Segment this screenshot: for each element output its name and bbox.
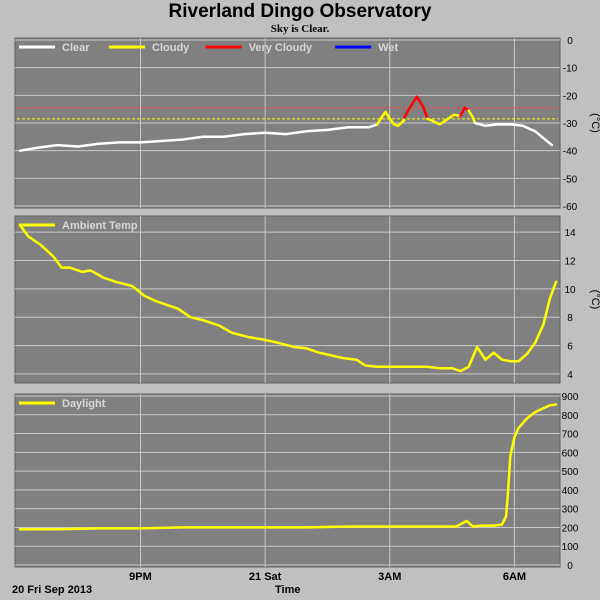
series-ambient-0 (18, 223, 552, 373)
ytick-sky-6: -60 (563, 202, 578, 213)
ytick-ambient-1: 6 (567, 342, 573, 353)
xtick-label-3: 6AM (503, 571, 526, 583)
ytick-sky-5: -50 (563, 174, 578, 185)
series-sky-2 (403, 95, 429, 119)
chart-title: Riverland Dingo Observatory (168, 1, 432, 22)
xtick-label-0: 9PM (129, 571, 152, 583)
date-label: 20 Fri Sep 2013 (12, 584, 93, 596)
legend-label-daylight-0: Daylight (62, 398, 106, 410)
ytick-sky-2: -20 (563, 91, 578, 102)
ytick-daylight-8: 100 (562, 542, 579, 553)
panel-ambient (14, 215, 561, 384)
ytick-daylight-9: 0 (567, 561, 573, 572)
ytick-ambient-0: 4 (567, 370, 573, 381)
series-sky-1 (376, 110, 406, 128)
ytick-sky-3: -30 (563, 119, 578, 130)
ytick-ambient-4: 12 (564, 257, 576, 268)
ytick-ambient-3: 10 (564, 285, 576, 296)
ytick-sky-1: -10 (563, 64, 578, 75)
panel-daylight (14, 393, 561, 568)
ytick-daylight-1: 800 (562, 411, 579, 422)
xtick-label-1: 21 Sat (249, 571, 282, 583)
ytick-daylight-6: 300 (562, 505, 579, 516)
ytick-daylight-0: 900 (562, 392, 579, 403)
ytick-sky-4: -40 (563, 147, 578, 158)
series-sky-0 (18, 123, 379, 152)
ytick-daylight-4: 500 (562, 467, 579, 478)
x-axis-label: Time (275, 584, 301, 596)
legend-label-sky-3: Wet (378, 42, 398, 54)
series-sky-6 (473, 121, 554, 147)
ytick-daylight-2: 700 (562, 430, 579, 441)
ytick-daylight-3: 600 (562, 448, 579, 459)
ytick-daylight-5: 400 (562, 486, 579, 497)
ytick-ambient-2: 8 (567, 313, 573, 324)
sky-status-subtitle: Sky is Clear. (270, 23, 330, 35)
series-sky-3 (425, 113, 462, 126)
ylabel-ambient: (°C) (589, 290, 600, 310)
legend-label-sky-2: Very Cloudy (249, 42, 313, 54)
series-sky-5 (467, 109, 477, 125)
ytick-ambient-5: 14 (564, 228, 576, 239)
series-sky-4 (459, 106, 470, 118)
legend-label-ambient-0: Ambient Temp (62, 220, 138, 232)
legend-label-sky-0: Clear (62, 42, 90, 54)
ylabel-sky: (°C) (589, 113, 600, 133)
xtick-label-2: 3AM (378, 571, 401, 583)
legend-label-sky-1: Cloudy (152, 42, 190, 54)
ytick-daylight-7: 200 (562, 523, 579, 534)
series-ambient-1 (548, 280, 558, 301)
series-daylight-0 (18, 403, 558, 531)
ytick-sky-0: 0 (567, 36, 573, 47)
